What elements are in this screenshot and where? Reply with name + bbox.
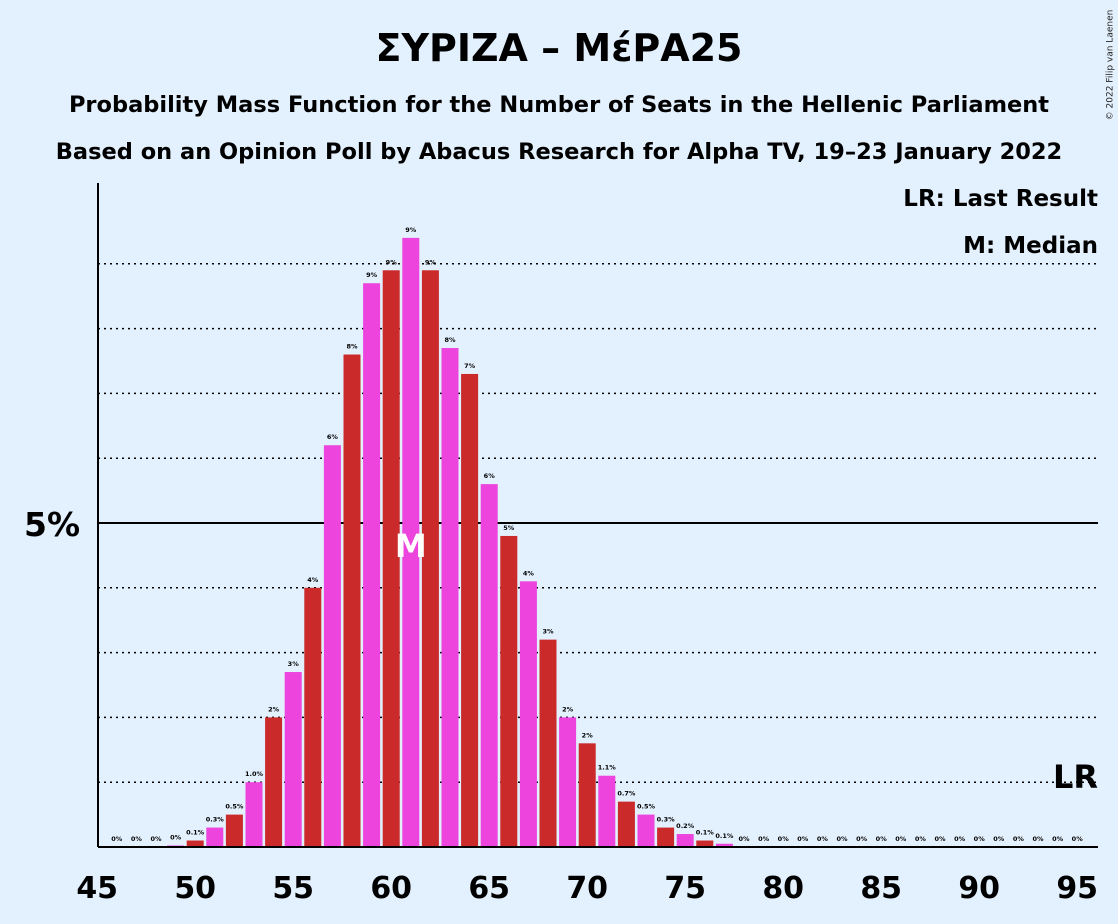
chart-source: Based on an Opinion Poll by Abacus Resea… — [55, 139, 1063, 165]
data-label: 1.1% — [598, 764, 617, 772]
data-label: 2% — [268, 705, 280, 713]
data-label: 0% — [1052, 835, 1064, 843]
data-label: 0.1% — [696, 829, 715, 837]
bar — [245, 782, 263, 847]
bar — [265, 717, 283, 847]
data-label: 0% — [1072, 835, 1084, 843]
data-label: 0% — [895, 835, 907, 843]
data-label: 0% — [797, 835, 809, 843]
bar — [343, 354, 361, 847]
bar — [304, 587, 322, 847]
data-label: 8% — [346, 343, 358, 351]
x-tick-label: 70 — [566, 871, 608, 906]
data-label: 9% — [405, 226, 417, 234]
bar — [480, 484, 498, 847]
data-label: 8% — [444, 336, 456, 344]
data-label: 0% — [876, 835, 888, 843]
x-tick-label: 80 — [762, 871, 804, 906]
data-label: 9% — [425, 258, 437, 266]
data-label: 0.7% — [617, 790, 636, 798]
data-label: 0% — [111, 835, 123, 843]
bar — [363, 283, 381, 847]
data-label: 0.1% — [186, 829, 205, 837]
bar — [539, 639, 557, 847]
data-label: 0% — [974, 835, 986, 843]
data-label: 0.5% — [225, 803, 244, 811]
bar — [715, 843, 733, 847]
median-marker: M — [395, 527, 427, 565]
bar — [421, 270, 439, 847]
bar — [657, 827, 675, 847]
bar — [461, 373, 479, 847]
bar — [225, 814, 243, 847]
data-label: 0% — [915, 835, 927, 843]
data-label: 0% — [836, 835, 848, 843]
y-tick-label: 5% — [24, 505, 80, 544]
bar — [441, 348, 459, 847]
bar — [402, 237, 420, 847]
chart-title: ΣΥΡΙΖΑ – ΜέΡΑ25 — [375, 26, 743, 70]
x-tick-label: 65 — [468, 871, 510, 906]
data-label: 2% — [562, 705, 574, 713]
data-label: 0.5% — [637, 803, 656, 811]
x-tick-label: 75 — [664, 871, 706, 906]
data-label: 0% — [150, 835, 162, 843]
data-label: 0% — [934, 835, 946, 843]
data-label: 0.3% — [206, 816, 225, 824]
x-tick-label: 50 — [174, 871, 216, 906]
x-tick-label: 85 — [860, 871, 902, 906]
x-tick-label: 90 — [958, 871, 1000, 906]
chart-subtitle: Probability Mass Function for the Number… — [68, 92, 1050, 118]
data-label: 7% — [464, 362, 476, 370]
x-tick-label: 95 — [1056, 871, 1098, 906]
data-label: 0% — [856, 835, 868, 843]
bar — [284, 672, 302, 847]
data-label: 4% — [307, 576, 319, 584]
data-label: 0% — [1013, 835, 1025, 843]
legend-last-result: LR: Last Result — [903, 186, 1098, 212]
data-label: 0% — [131, 835, 143, 843]
bar — [382, 270, 400, 847]
data-label: 6% — [327, 433, 339, 441]
bar — [676, 834, 694, 847]
data-label: 0% — [817, 835, 829, 843]
data-label: 5% — [503, 524, 515, 532]
bar — [617, 801, 635, 847]
data-label: 0% — [1032, 835, 1044, 843]
data-label: 0% — [738, 835, 750, 843]
bar — [696, 840, 714, 847]
bar — [637, 814, 655, 847]
data-label: 0.3% — [657, 816, 676, 824]
data-label: 0.1% — [715, 832, 734, 840]
bar — [206, 827, 224, 847]
data-label: 0% — [758, 835, 770, 843]
data-label: 4% — [523, 569, 535, 577]
data-label: 3% — [542, 628, 554, 636]
bar — [323, 445, 341, 847]
data-label: 0% — [993, 835, 1005, 843]
data-label: 3% — [288, 660, 300, 668]
data-label: 9% — [366, 271, 378, 279]
last-result-marker: LR — [1053, 758, 1098, 796]
data-label: 0.2% — [676, 822, 695, 830]
x-tick-label: 60 — [370, 871, 412, 906]
bar — [500, 535, 518, 847]
bar — [598, 775, 616, 847]
data-label: 0% — [778, 835, 790, 843]
data-label: 0% — [170, 834, 182, 842]
data-label: 0% — [954, 835, 966, 843]
data-label: 2% — [582, 731, 594, 739]
bar — [578, 743, 596, 847]
x-tick-label: 45 — [76, 871, 118, 906]
bar — [186, 840, 204, 847]
data-label: 1.0% — [245, 770, 264, 778]
data-label: 6% — [484, 472, 496, 480]
bar — [519, 581, 537, 847]
legend-median: M: Median — [963, 233, 1098, 259]
x-tick-label: 55 — [272, 871, 314, 906]
bar — [559, 717, 577, 847]
data-label: 9% — [386, 258, 398, 266]
